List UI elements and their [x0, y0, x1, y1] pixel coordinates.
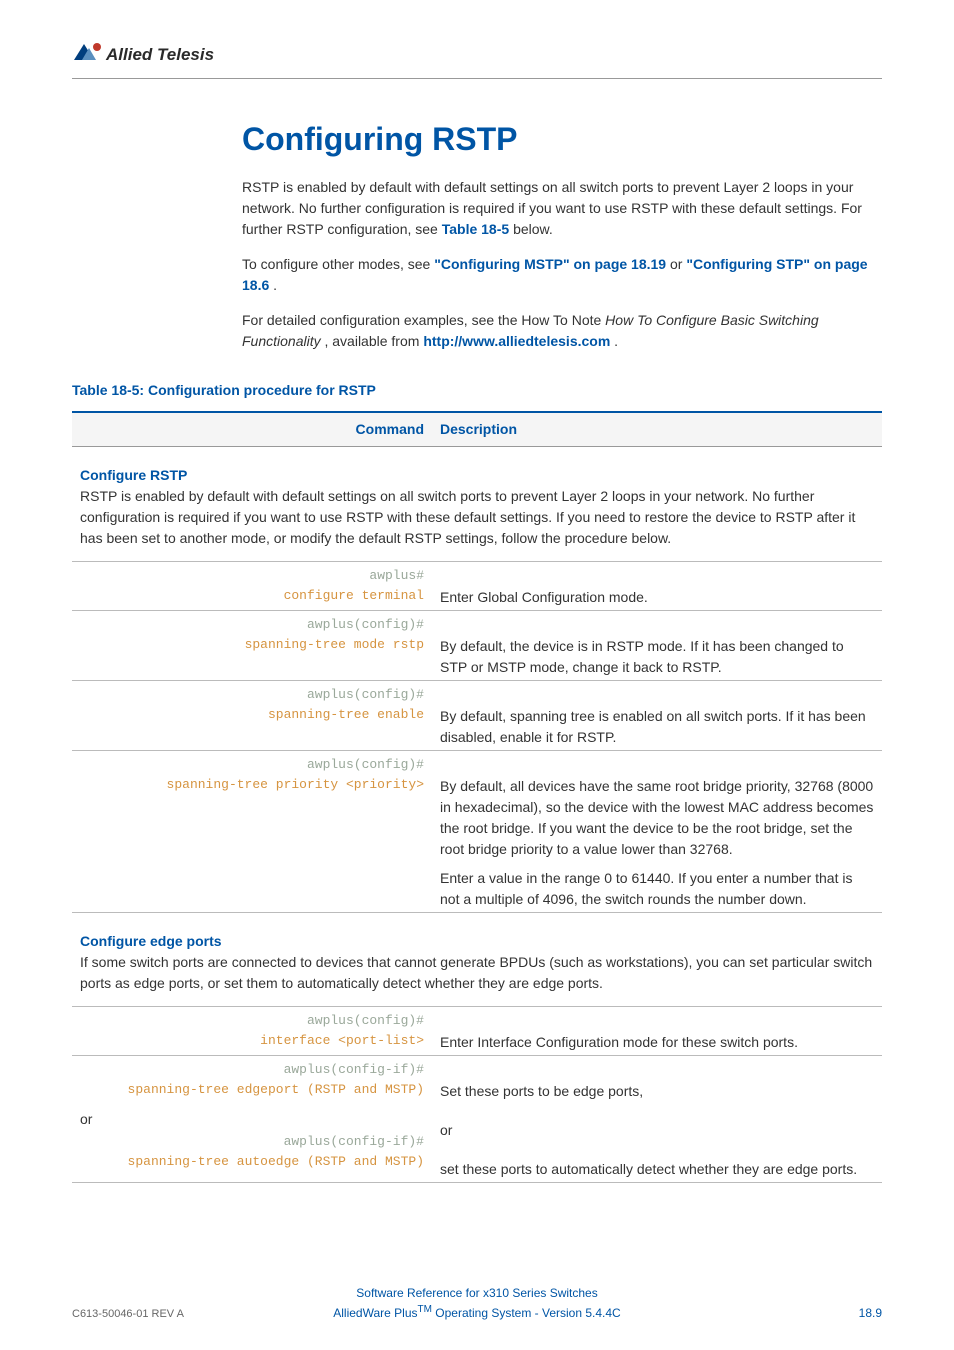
- intro-para-2: To configure other modes, see "Configuri…: [242, 254, 882, 296]
- config-table: Command Description Configure RSTP RSTP …: [72, 411, 882, 1183]
- cmd-text: configure terminal: [80, 586, 424, 606]
- table-end-row: [72, 1183, 882, 1184]
- header-command: Command: [72, 412, 432, 447]
- cmd-desc: Enter Global Configuration mode.: [440, 589, 648, 605]
- website-link[interactable]: http://www.alliedtelesis.com: [423, 333, 610, 349]
- footer-version: Operating System - Version 5.4.4C: [432, 1306, 621, 1320]
- table-ref-link[interactable]: Table 18-5: [442, 221, 509, 237]
- text: below.: [513, 221, 553, 237]
- section-row: Configure RSTP RSTP is enabled by defaul…: [72, 447, 882, 562]
- header-description: Description: [432, 412, 882, 447]
- cmd-desc: By default, spanning tree is enabled on …: [440, 708, 866, 745]
- table-row: awplus(config)# spanning-tree priority <…: [72, 751, 882, 913]
- allied-telesis-logo: Allied Telesis: [72, 40, 242, 68]
- footer-center: Software Reference for x310 Series Switc…: [0, 1284, 954, 1322]
- section-title: Configure edge ports: [80, 921, 874, 952]
- cmd-desc: Enter Interface Configuration mode for t…: [440, 1034, 798, 1050]
- mstp-link[interactable]: "Configuring MSTP" on page 18.19: [434, 256, 666, 272]
- section-row: Configure edge ports If some switch port…: [72, 913, 882, 1007]
- section-title: Configure RSTP: [80, 455, 874, 486]
- cmd-text: spanning-tree enable: [80, 705, 424, 725]
- table-row: awplus(config)# spanning-tree enable By …: [72, 681, 882, 751]
- text: or: [670, 256, 686, 272]
- cmd-prompt: awplus(config-if)#: [80, 1060, 424, 1080]
- text: For detailed configuration examples, see…: [242, 312, 605, 328]
- cmd-text: interface <port-list>: [80, 1031, 424, 1051]
- cmd-text: spanning-tree priority <priority>: [80, 775, 424, 795]
- footer-product: AlliedWare Plus: [333, 1306, 417, 1320]
- cmd-desc-2: Enter a value in the range 0 to 61440. I…: [440, 868, 874, 910]
- text: .: [614, 333, 618, 349]
- cmd-text: spanning-tree edgeport (RSTP and MSTP): [80, 1080, 424, 1100]
- cmd-prompt: awplus(config)#: [80, 685, 424, 705]
- or-label: or: [440, 1120, 874, 1141]
- tm-mark: TM: [418, 1304, 432, 1315]
- cmd-prompt: awplus(config)#: [80, 615, 424, 635]
- section-desc: If some switch ports are connected to de…: [80, 952, 874, 1000]
- cmd-desc: By default, all devices have the same ro…: [440, 776, 874, 860]
- text: , available from: [324, 333, 423, 349]
- page-title: Configuring RSTP: [242, 115, 882, 163]
- or-label: or: [80, 1109, 424, 1130]
- logo: Allied Telesis: [72, 40, 882, 68]
- cmd-desc: set these ports to automatically detect …: [440, 1159, 874, 1180]
- table-row: awplus(config)# interface <port-list> En…: [72, 1007, 882, 1056]
- table-row: awplus# configure terminal Enter Global …: [72, 562, 882, 611]
- cmd-prompt: awplus(config)#: [80, 755, 424, 775]
- section-desc: RSTP is enabled by default with default …: [80, 486, 874, 555]
- table-caption: Table 18-5: Configuration procedure for …: [72, 380, 882, 401]
- text: .: [273, 277, 277, 293]
- footer-line2: AlliedWare PlusTM Operating System - Ver…: [0, 1302, 954, 1322]
- cmd-desc: By default, the device is in RSTP mode. …: [440, 638, 844, 675]
- svg-text:Allied Telesis: Allied Telesis: [105, 45, 214, 64]
- table-header-row: Command Description: [72, 412, 882, 447]
- cmd-prompt: awplus(config-if)#: [80, 1132, 424, 1152]
- cmd-prompt: awplus#: [80, 566, 424, 586]
- divider-top: [72, 78, 882, 79]
- cmd-prompt: awplus(config)#: [80, 1011, 424, 1031]
- table-row: awplus(config)# spanning-tree mode rstp …: [72, 611, 882, 681]
- cmd-text: spanning-tree autoedge (RSTP and MSTP): [80, 1152, 424, 1172]
- footer-line1: Software Reference for x310 Series Switc…: [0, 1284, 954, 1302]
- footer-page-number: 18.9: [859, 1304, 882, 1322]
- intro-para-3: For detailed configuration examples, see…: [242, 310, 882, 352]
- cmd-text: spanning-tree mode rstp: [80, 635, 424, 655]
- cmd-desc: Set these ports to be edge ports,: [440, 1081, 874, 1102]
- table-row: awplus(config-if)# spanning-tree edgepor…: [72, 1056, 882, 1183]
- text: To configure other modes, see: [242, 256, 434, 272]
- intro-para-1: RSTP is enabled by default with default …: [242, 177, 882, 240]
